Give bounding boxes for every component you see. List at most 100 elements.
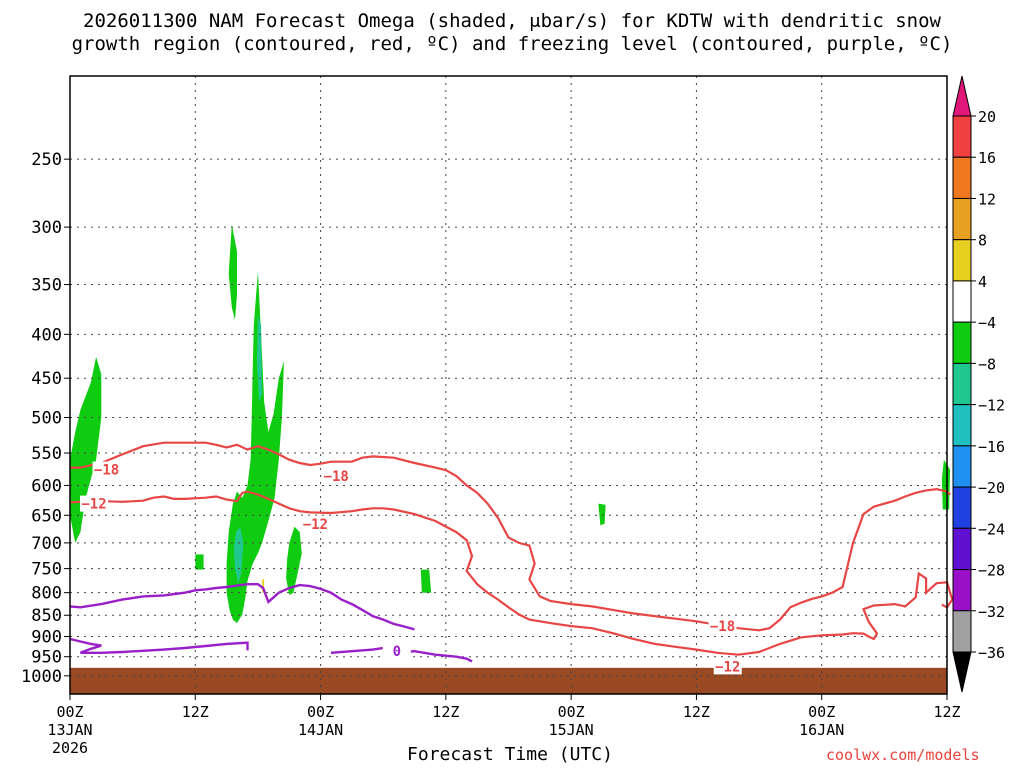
colorbar-band-9 (952, 486, 972, 529)
contour-label-m18-c-bg (708, 618, 737, 635)
y-tick-label-350: 350 (31, 276, 62, 296)
contour-label-m18-a-bg (92, 461, 121, 478)
contour-label-m12-b: −12 (303, 517, 328, 533)
x-tick-label-36: 12Z (432, 703, 459, 721)
omega-region-7 (420, 569, 432, 593)
x-tick-date-48: 15JAN (549, 721, 594, 739)
x-tick-date-0: 13JAN (47, 721, 92, 739)
contour-label-m18-c: −18 (710, 619, 735, 635)
x-tick-label-24: 00Z (307, 703, 334, 721)
colorbar-label-6: −8 (978, 355, 996, 373)
y-tick-label-500: 500 (31, 408, 62, 428)
freezing-label-0: 0 (393, 644, 401, 660)
colorbar-band-6 (952, 362, 972, 406)
colorbar-band-8 (952, 445, 972, 488)
x-tick-label-84: 12Z (933, 703, 960, 721)
omega-region-0 (70, 356, 102, 543)
y-tick-label-250: 250 (31, 150, 62, 170)
omega-region-5 (286, 526, 302, 595)
contour-label-m18-b: −18 (324, 469, 349, 485)
y-tick-label-450: 450 (31, 369, 62, 389)
y-tick-label-950: 950 (31, 648, 62, 668)
freezing-label-0-bg (382, 643, 411, 660)
colorbar-band-10 (952, 527, 972, 571)
colorbar-label-13: −36 (978, 644, 1005, 662)
colorbar-label-8: −16 (978, 438, 1005, 456)
y-axis: 2503003504004505005506006507007508008509… (21, 150, 70, 687)
dgz-contour-1 (69, 490, 954, 656)
x-tick-label-48: 00Z (558, 703, 585, 721)
colorbar-bottom-cap (952, 651, 972, 693)
chart-title-line1: 2026011300 NAM Forecast Omega (shaded, μ… (83, 10, 941, 32)
contour-label-m12-b-bg (301, 515, 330, 532)
freezing-contour-1 (69, 637, 249, 654)
y-tick-label-550: 550 (31, 444, 62, 464)
ground-layer (70, 667, 947, 694)
colorbar-band-3 (952, 239, 972, 282)
contour-label-m12-c: −12 (715, 659, 740, 675)
y-tick-label-800: 800 (31, 584, 62, 604)
y-tick-label-300: 300 (31, 218, 62, 238)
x-tick-label-72: 00Z (808, 703, 835, 721)
colorbar-band-7 (952, 404, 972, 447)
omega-region-3 (233, 526, 244, 584)
colorbar-label-5: −4 (978, 314, 996, 332)
contour-label-m18-a: −18 (94, 463, 119, 479)
dgz-contour-0 (70, 441, 951, 632)
y-tick-label-600: 600 (31, 476, 62, 496)
colorbar-band-11 (952, 569, 972, 612)
x-tick-date-24: 14JAN (298, 721, 343, 739)
colorbar-band-5 (952, 321, 972, 364)
colorbar: 20 16 12 8 4 −4 −8 −12 −16 −20 −24 −28 −32 −36 (952, 75, 1005, 693)
contour-layer: −18 −18 −18 −12 −12 −12 0 (69, 441, 954, 675)
colorbar-band-1 (952, 156, 972, 199)
omega-region-6 (195, 554, 204, 570)
y-tick-label-900: 900 (31, 628, 62, 648)
colorbar-label-9: −20 (978, 479, 1005, 497)
colorbar-label-4: 4 (978, 273, 987, 291)
colorbar-band-12 (952, 610, 972, 653)
colorbar-label-1: 16 (978, 149, 996, 167)
x-tick-label-0: 00Z (56, 703, 83, 721)
grid-layer (69, 76, 948, 694)
colorbar-band-0 (952, 115, 972, 158)
omega-shading-layer (70, 224, 951, 624)
omega-region-9 (941, 459, 951, 510)
omega-region-8 (598, 503, 606, 526)
freezing-contour-0 (69, 583, 415, 631)
omega-region-4 (256, 315, 263, 403)
contour-label-m12-c-bg (713, 658, 742, 675)
colorbar-band-2 (952, 197, 972, 241)
x-tick-date-72: 16JAN (799, 721, 844, 739)
colorbar-band-4 (952, 280, 972, 323)
site-credit: coolwx.com/models (826, 746, 980, 764)
colorbar-label-11: −28 (978, 562, 1005, 580)
colorbar-label-10: −24 (978, 520, 1005, 538)
plot-border (69, 75, 948, 695)
omega-region-1 (228, 224, 237, 321)
contour-label-m18-b-bg (322, 468, 351, 485)
colorbar-label-2: 12 (978, 190, 996, 208)
y-tick-label-400: 400 (31, 325, 62, 345)
y-tick-label-700: 700 (31, 534, 62, 554)
chart-title-line2: growth region (contoured, red, ºC) and f… (71, 33, 953, 55)
y-tick-label-850: 850 (31, 606, 62, 626)
y-tick-label-750: 750 (31, 560, 62, 580)
contour-label-m12-a: −12 (81, 497, 106, 513)
y-tick-label-1000: 1000 (21, 667, 62, 687)
x-axis-title: Forecast Time (UTC) (407, 744, 613, 765)
contour-label-m12-a-bg (80, 495, 109, 512)
plot-frame (69, 75, 948, 695)
x-tick-label-12: 12Z (182, 703, 209, 721)
x-tick-label-60: 12Z (683, 703, 710, 721)
y-tick-label-650: 650 (31, 506, 62, 526)
colorbar-label-0: 20 (978, 108, 996, 126)
colorbar-label-12: −32 (978, 603, 1005, 621)
x-tick-year-0: 2026 (52, 739, 88, 757)
ground-surface (70, 667, 947, 694)
colorbar-label-3: 8 (978, 232, 987, 250)
colorbar-label-7: −12 (978, 397, 1005, 415)
colorbar-top-cap (952, 75, 972, 117)
